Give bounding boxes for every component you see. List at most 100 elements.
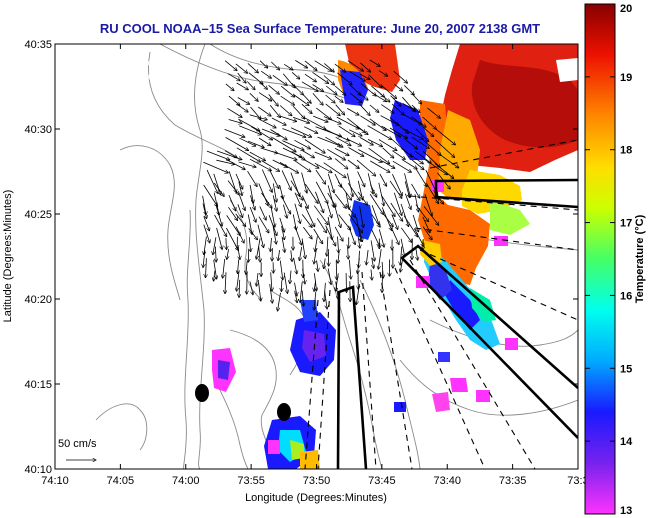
scale-label: 50 cm/s <box>58 438 97 450</box>
current-vector <box>359 206 364 228</box>
current-vector <box>235 63 248 73</box>
current-vector <box>290 151 305 160</box>
current-vector <box>411 136 430 148</box>
current-vector <box>324 128 350 141</box>
y-axis-label: Latitude (Degrees:Minutes) <box>2 190 14 323</box>
current-vector <box>249 184 253 203</box>
current-vector <box>270 129 287 140</box>
current-vector <box>370 240 375 261</box>
current-vector <box>282 128 306 138</box>
current-vector <box>214 270 215 281</box>
current-vector <box>283 204 287 219</box>
y-tick-label: 40:15 <box>24 379 52 391</box>
colorbar-tick-label: 15 <box>620 363 632 375</box>
current-vector <box>261 169 272 193</box>
current-vector <box>271 272 272 291</box>
current-vector <box>257 224 264 248</box>
current-vector <box>389 180 402 199</box>
current-vector <box>348 147 364 157</box>
current-vector <box>422 216 430 233</box>
current-vector <box>261 192 273 208</box>
current-vector <box>436 151 459 168</box>
current-vector <box>304 183 318 203</box>
current-vector <box>249 237 250 252</box>
current-vector <box>390 95 402 107</box>
x-tick-label: 73:50 <box>303 475 331 487</box>
current-vector <box>356 284 360 305</box>
current-vector <box>337 181 351 201</box>
current-vector <box>215 204 222 226</box>
current-vector <box>301 238 305 258</box>
current-vector <box>280 195 290 214</box>
current-vector <box>258 137 271 146</box>
current-vector <box>315 236 318 251</box>
current-vector <box>371 269 372 281</box>
x-axis-label: Longitude (Degrees:Minutes) <box>245 492 387 504</box>
current-vector <box>338 236 339 253</box>
current-vector <box>378 229 384 247</box>
current-vector <box>247 140 264 148</box>
current-vector <box>336 273 339 291</box>
current-vector <box>216 159 234 164</box>
current-vector <box>334 148 349 155</box>
colorbar-tick-label: 20 <box>620 3 632 15</box>
current-vector <box>301 172 307 194</box>
current-vector <box>225 158 245 169</box>
current-vector <box>315 181 328 204</box>
current-vector <box>227 249 229 259</box>
current-vector <box>228 171 236 193</box>
current-vector <box>236 82 249 90</box>
x-axis-ticks: 74:10 74:05 74:00 73:55 73:50 73:45 73:40 73:35… <box>41 44 589 487</box>
current-vector <box>357 171 365 187</box>
current-vector <box>382 261 383 278</box>
current-vector <box>404 85 414 95</box>
map-title: RU COOL NOAA–15 Sea Surface Temperature:… <box>100 21 540 36</box>
current-vector <box>261 160 280 172</box>
current-vector <box>279 115 297 121</box>
current-vector <box>290 127 312 138</box>
buoy-marker-2 <box>277 403 291 421</box>
surface-current-vectors <box>203 59 459 311</box>
current-vector <box>422 226 432 240</box>
current-vector <box>336 260 337 280</box>
current-vector <box>290 180 303 201</box>
current-vector <box>301 115 326 129</box>
current-vector <box>237 204 243 217</box>
colorbar-label: Temperature (°C) <box>634 214 646 303</box>
current-vector <box>237 97 250 105</box>
current-vector <box>228 194 236 211</box>
current-vector <box>390 227 399 245</box>
current-vector <box>268 94 279 106</box>
current-vector <box>291 72 300 79</box>
current-vector <box>259 246 261 263</box>
current-vector <box>304 139 325 154</box>
current-vector <box>301 81 318 92</box>
current-vector <box>225 83 234 91</box>
current-vector <box>269 283 273 303</box>
current-vector <box>358 236 360 249</box>
current-vector <box>257 106 271 116</box>
current-vector <box>279 217 285 232</box>
current-vector <box>206 150 230 160</box>
current-vector <box>247 214 252 235</box>
current-vector <box>412 238 413 260</box>
current-vector <box>357 226 362 242</box>
current-vector <box>203 224 210 243</box>
current-vector <box>379 93 390 102</box>
current-vector <box>235 173 243 189</box>
current-vector <box>304 73 317 82</box>
current-vector <box>248 72 263 85</box>
current-vector <box>415 204 429 222</box>
current-vector <box>348 225 356 245</box>
current-vector <box>371 205 379 225</box>
current-vector <box>272 137 296 152</box>
current-vector <box>338 251 339 263</box>
current-vector <box>324 63 334 72</box>
current-vector <box>359 137 373 145</box>
current-vector <box>382 147 394 158</box>
current-vector <box>225 137 249 150</box>
current-vector <box>416 248 418 260</box>
map-plot-area: 74:10 74:05 74:00 73:55 73:50 73:45 73:40 73:35… <box>24 39 588 487</box>
current-vector <box>259 81 268 89</box>
y-tick-label: 40:25 <box>24 209 52 221</box>
